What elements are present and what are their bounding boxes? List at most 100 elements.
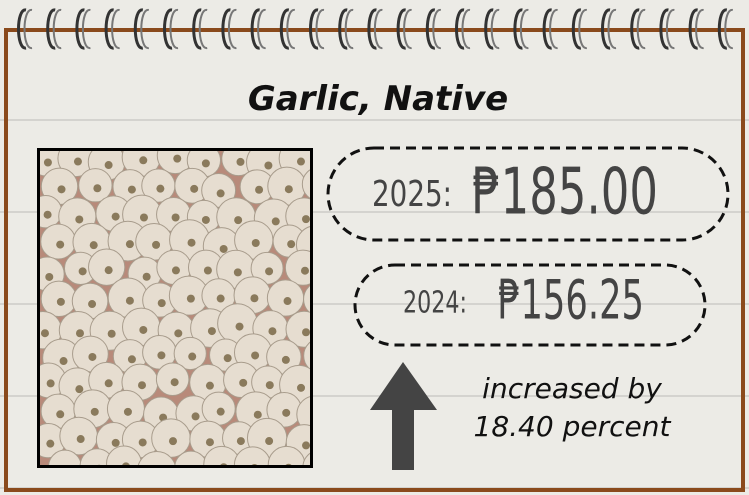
bulb-root bbox=[272, 217, 280, 225]
bulb-root bbox=[171, 378, 179, 386]
bulb-root bbox=[204, 267, 212, 275]
bulb-root bbox=[287, 240, 295, 248]
bulb-root bbox=[202, 159, 210, 167]
bulb-root bbox=[282, 356, 290, 364]
bulb-root bbox=[217, 295, 225, 303]
card: Garlic, Native 2025: ₱185.00 2024: ₱156.… bbox=[0, 0, 749, 495]
bulb-root bbox=[128, 186, 136, 194]
bulb-root bbox=[282, 409, 290, 417]
bulb-root bbox=[284, 297, 292, 305]
bulb-root bbox=[266, 381, 274, 389]
bulb-root bbox=[108, 330, 116, 338]
bulb-root bbox=[301, 267, 309, 275]
bulb-root bbox=[297, 158, 305, 166]
bulb-root bbox=[187, 295, 195, 303]
bulb-root bbox=[172, 214, 180, 222]
bulb-root bbox=[252, 239, 260, 247]
bulb-root bbox=[45, 273, 53, 281]
bulb-root bbox=[220, 245, 228, 253]
bulb-root bbox=[91, 408, 99, 416]
bulb-root bbox=[56, 241, 64, 249]
bulb-root bbox=[192, 412, 200, 420]
bulb-root bbox=[169, 437, 177, 445]
bulb-root bbox=[172, 266, 180, 274]
year-label: 2024: bbox=[403, 286, 467, 321]
bulb-root bbox=[173, 155, 181, 163]
bulb-root bbox=[265, 267, 273, 275]
change-text: increased by bbox=[482, 372, 662, 405]
bulb-root bbox=[265, 437, 273, 445]
bulb-root bbox=[139, 326, 147, 334]
bulb-root bbox=[234, 268, 242, 276]
bulb-root bbox=[47, 379, 55, 387]
bulb-root bbox=[285, 185, 293, 193]
bulb-root bbox=[236, 323, 244, 331]
bulb-root bbox=[126, 297, 134, 305]
bulb-root bbox=[44, 211, 52, 219]
bulb-root bbox=[88, 353, 96, 361]
bulb-root bbox=[76, 329, 84, 337]
bulb-root bbox=[57, 298, 65, 306]
bulb-root bbox=[268, 327, 276, 335]
bulb-root bbox=[128, 355, 136, 363]
bulb-root bbox=[93, 184, 101, 192]
bulb-root bbox=[88, 300, 96, 308]
bulb-root bbox=[202, 216, 210, 224]
bulb-root bbox=[75, 215, 83, 223]
bulb-root bbox=[139, 156, 147, 164]
bulb-root bbox=[190, 185, 198, 193]
price: ₱156.25 bbox=[498, 269, 644, 332]
bulb-root bbox=[206, 438, 214, 446]
bulb-root bbox=[156, 185, 164, 193]
bulb-root bbox=[138, 381, 146, 389]
bulb-root bbox=[158, 299, 166, 307]
bulb-root bbox=[236, 158, 244, 166]
bulb-root bbox=[237, 437, 245, 445]
bulb-root bbox=[234, 216, 242, 224]
bulb-root bbox=[224, 354, 232, 362]
bulb-root bbox=[297, 384, 305, 392]
price: ₱185.00 bbox=[472, 156, 658, 230]
bulb-root bbox=[75, 385, 83, 393]
change-text: 18.40 percent bbox=[474, 410, 672, 443]
bulb-root bbox=[105, 379, 113, 387]
bulb-root bbox=[152, 241, 160, 249]
bulb-root bbox=[239, 379, 247, 387]
bulb-root bbox=[174, 329, 182, 337]
bulb-root bbox=[139, 438, 147, 446]
year-label: 2025: bbox=[372, 174, 452, 215]
bulb-root bbox=[56, 410, 64, 418]
bulb-root bbox=[46, 440, 54, 448]
bulb-root bbox=[217, 408, 225, 416]
bulb-root bbox=[188, 353, 196, 361]
bulb-root bbox=[105, 266, 113, 274]
bulb-root bbox=[208, 327, 216, 335]
bulb-root bbox=[302, 441, 310, 449]
bulb-root bbox=[251, 351, 259, 359]
bulb-root bbox=[206, 382, 214, 390]
bulb-root bbox=[79, 267, 87, 275]
title: Garlic, Native bbox=[248, 79, 508, 119]
bulb-root bbox=[60, 357, 68, 365]
bulb-root bbox=[124, 408, 132, 416]
bulb-root bbox=[250, 294, 258, 302]
bulb-root bbox=[58, 185, 66, 193]
bulb-root bbox=[90, 241, 98, 249]
bulb-root bbox=[157, 351, 165, 359]
bulb-root bbox=[255, 186, 263, 194]
bulb-root bbox=[302, 328, 310, 336]
bulb-root bbox=[140, 214, 148, 222]
bulb-root bbox=[112, 213, 120, 221]
bulb-root bbox=[77, 435, 85, 443]
bulb-root bbox=[44, 158, 52, 166]
bulb-root bbox=[105, 161, 113, 169]
bulb-root bbox=[264, 162, 272, 170]
bulb-root bbox=[112, 439, 120, 447]
bulb-root bbox=[74, 158, 82, 166]
bulb-root bbox=[254, 411, 262, 419]
bulb-root bbox=[188, 239, 196, 247]
bulb-root bbox=[302, 215, 310, 223]
garlic-photo bbox=[24, 138, 339, 490]
bulb-root bbox=[41, 329, 49, 337]
bulb-root bbox=[143, 273, 151, 281]
